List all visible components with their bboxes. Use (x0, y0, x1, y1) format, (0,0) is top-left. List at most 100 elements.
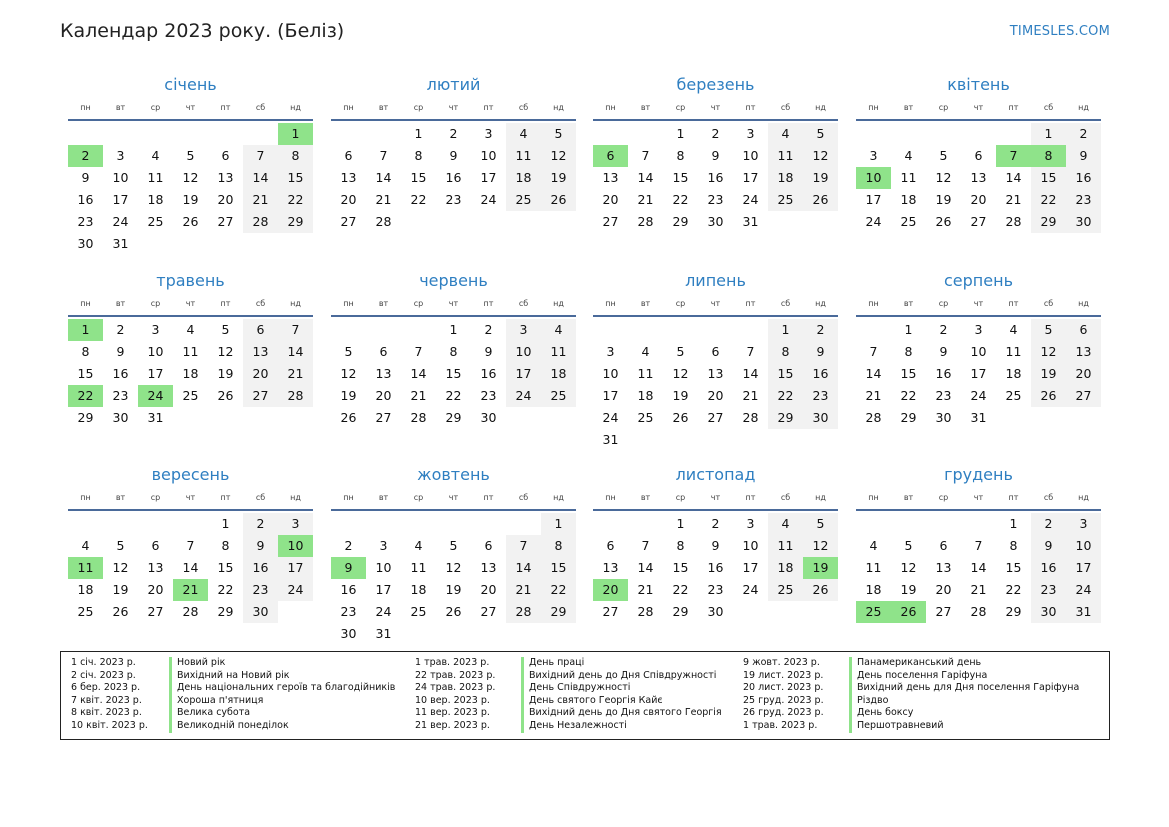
day-cell: 9 (81, 170, 90, 185)
day-cell: 28 (637, 604, 654, 619)
legend-item: 10 квіт. 2023 р. Великодній понеділок (71, 719, 395, 733)
day-cell: 13 (935, 560, 952, 575)
day-cell: 19 (803, 167, 838, 189)
empty-cell (103, 123, 138, 145)
day-cell: 21 (637, 192, 654, 207)
day-cell: 13 (147, 560, 164, 575)
day-cell: 29 (1031, 211, 1066, 233)
day-cell: 13 (217, 170, 234, 185)
legend-holiday-name: Вихідний день для Дня поселення Гаріфуна (849, 682, 1079, 695)
day-cell: 12 (900, 560, 917, 575)
day-cell: 6 (243, 319, 278, 341)
empty-cell (891, 513, 926, 535)
month-name: жовтень (417, 465, 490, 484)
weekday-label: пн (343, 299, 354, 308)
day-cell: 25 (541, 385, 576, 407)
day-cell: 3 (116, 148, 125, 163)
day-cell: 7 (278, 319, 313, 341)
day-cell: 26 (217, 388, 234, 403)
legend-holiday-name: Панамериканський день (849, 657, 981, 670)
day-cell: 22 (541, 579, 576, 601)
weekday-header: пн вт ср чт пт сб нд (593, 297, 838, 311)
day-cell: 2 (344, 538, 353, 553)
day-cell: 8 (1009, 538, 1018, 553)
month-divider (856, 119, 1101, 121)
day-cell: 15 (1031, 167, 1066, 189)
day-cell: 22 (217, 582, 234, 597)
day-cell: 30 (707, 214, 724, 229)
day-cell: 27 (243, 385, 278, 407)
day-cell: 24 (112, 214, 129, 229)
day-cell: 8 (541, 535, 576, 557)
day-cell: 20 (147, 582, 164, 597)
day-cell: 5 (803, 513, 838, 535)
legend-holiday-name: Вихідний день до Дня святого Георгія (521, 707, 722, 720)
weekday-label: нд (815, 299, 826, 308)
weekday-header: пн вт ср чт пт сб нд (593, 101, 838, 115)
day-cell: 30 (112, 410, 129, 425)
empty-cell (173, 513, 208, 535)
weekday-label: чт (973, 103, 984, 112)
day-cell: 1 (1031, 123, 1066, 145)
day-cell: 10 (506, 341, 541, 363)
day-cell: 16 (1031, 557, 1066, 579)
legend-item: 2 січ. 2023 р. Вихідний на Новий рік (71, 669, 395, 683)
empty-cell (856, 319, 891, 341)
day-cell: 4 (768, 513, 803, 535)
day-cell: 3 (484, 126, 493, 141)
day-cell: 2 (711, 126, 720, 141)
legend-item: 24 трав. 2023 р. День Співдружності (415, 682, 722, 695)
weekday-label: пн (80, 493, 91, 502)
weekday-label: сб (518, 493, 529, 502)
day-cell: 16 (77, 192, 94, 207)
brand-link[interactable]: TIMESLES.COM (1009, 24, 1110, 39)
holiday-day: 19 (803, 557, 838, 579)
day-cell: 23 (243, 579, 278, 601)
day-grid: 1 2 3 4 5 6 7 8 9 10 11 12 13 14 15 16 17 18 19 20 21 22 23 24 2… (593, 123, 838, 233)
month-divider (331, 315, 576, 317)
month-block: червень пн вт ср чт пт сб нд 1 2 3 4 5 6 7 8 9 10 11 12 13 14… (331, 271, 576, 429)
day-cell: 4 (1009, 322, 1018, 337)
day-cell: 12 (340, 366, 357, 381)
month-name: березень (676, 75, 755, 94)
day-cell: 13 (970, 170, 987, 185)
day-cell: 17 (147, 366, 164, 381)
weekday-label: сб (255, 103, 266, 112)
day-cell: 22 (768, 385, 803, 407)
day-cell: 20 (375, 388, 392, 403)
day-cell: 25 (900, 214, 917, 229)
page-title: Календар 2023 року. (Беліз) (60, 20, 345, 42)
day-cell: 9 (1066, 145, 1101, 167)
day-cell: 9 (243, 535, 278, 557)
day-cell: 29 (278, 211, 313, 233)
day-cell: 31 (602, 432, 619, 447)
empty-cell (733, 319, 768, 341)
day-cell: 4 (869, 538, 878, 553)
day-cell: 20 (340, 192, 357, 207)
weekday-label: вт (903, 493, 914, 502)
holiday-day: 10 (856, 167, 891, 189)
legend-date: 2 січ. 2023 р. (71, 669, 136, 681)
day-cell: 17 (742, 170, 759, 185)
day-cell: 5 (939, 148, 948, 163)
day-cell: 3 (606, 344, 615, 359)
day-cell: 21 (970, 582, 987, 597)
weekday-label: сб (780, 299, 791, 308)
day-cell: 4 (151, 148, 160, 163)
weekday-label: пн (868, 103, 879, 112)
day-cell: 2 (939, 322, 948, 337)
month-block: січень пн вт ср чт пт сб нд 1 2 3 4 5 6 7 8 9 10 11 12 13 14 1… (68, 75, 313, 255)
day-cell: 27 (602, 604, 619, 619)
day-cell: 11 (506, 145, 541, 167)
day-cell: 15 (217, 560, 234, 575)
day-cell: 28 (243, 211, 278, 233)
weekday-label: нд (553, 493, 564, 502)
day-cell: 11 (637, 366, 654, 381)
day-cell: 9 (484, 344, 493, 359)
day-cell: 6 (711, 344, 720, 359)
day-cell: 16 (935, 366, 952, 381)
day-cell: 21 (243, 189, 278, 211)
day-cell: 3 (278, 513, 313, 535)
day-cell: 12 (803, 535, 838, 557)
day-cell: 26 (112, 604, 129, 619)
